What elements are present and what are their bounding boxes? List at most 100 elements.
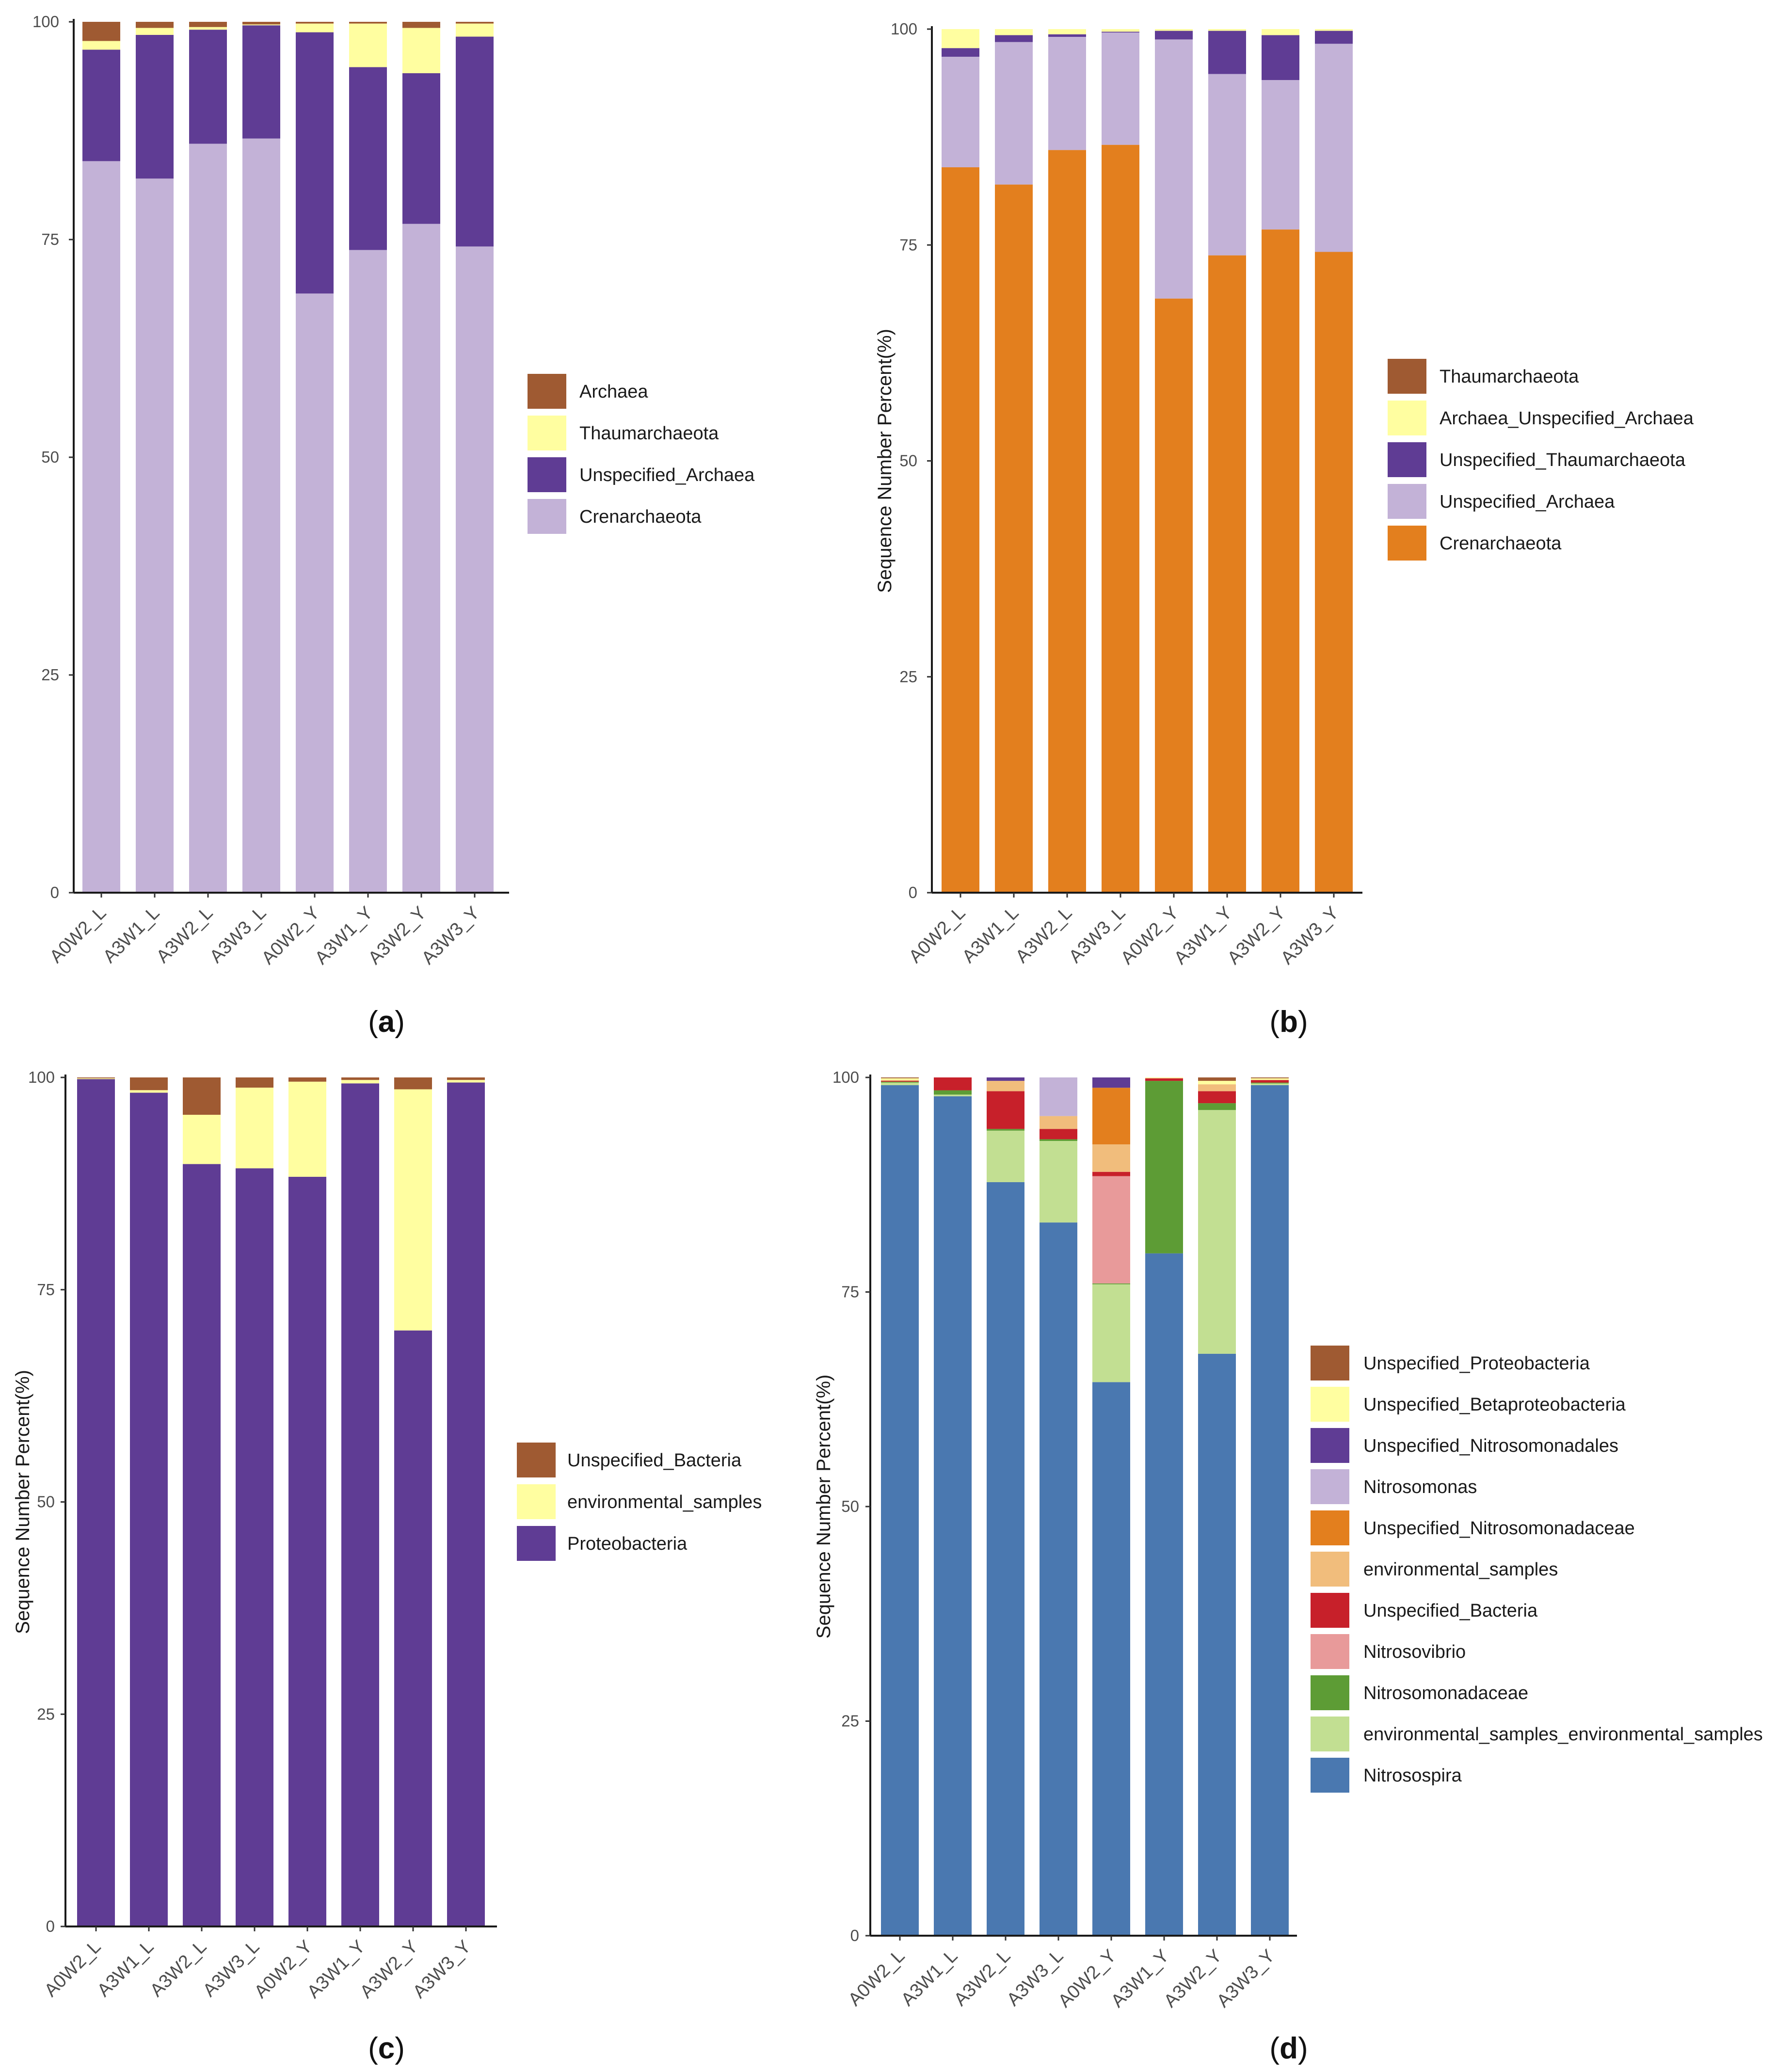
bar-b-A3W1_Y-Unspecified_Archaea <box>1208 74 1246 256</box>
legend-label: Archaea <box>579 382 648 402</box>
x-tick-label: A3W2_Y <box>1160 1946 1226 2012</box>
legend-label: environmental_samples_environmental_samp… <box>1363 1724 1763 1745</box>
bar-b-A3W2_Y-Crenarchaeota <box>1262 229 1299 893</box>
bar-c-A0W2_L-environmental_samples <box>77 1078 115 1079</box>
bar-d-A3W2_L-Unspecified_Bacteria <box>987 1091 1024 1129</box>
bar-b-A3W3_Y-Unspecified_Thaumarchaeota <box>1315 31 1353 44</box>
x-tick-label: A0W2_L <box>845 1946 909 2010</box>
y-tick-label: 75 <box>841 1283 859 1301</box>
y-tick-label: 50 <box>899 452 917 470</box>
chart-panel-b: 0255075100A0W2_LA3W1_LA3W2_LA3W3_LA0W2_Y… <box>874 20 1694 1039</box>
legend-swatch <box>1311 1510 1349 1545</box>
bar-d-A0W2_Y-Nitrosospira <box>1092 1382 1130 1936</box>
legend-swatch <box>528 499 566 534</box>
x-tick-label: A3W2_L <box>1012 903 1076 967</box>
y-tick-label: 0 <box>46 1917 55 1935</box>
bar-a-A0W2_Y-Archaea <box>296 22 334 24</box>
bar-c-A3W1_Y-environmental_samples <box>341 1080 379 1084</box>
y-tick-label: 75 <box>899 236 917 254</box>
y-tick-label: 25 <box>41 666 59 684</box>
bar-a-A3W2_Y-Crenarchaeota <box>402 224 440 893</box>
x-tick-label: A0W2_Y <box>258 903 324 969</box>
bar-c-A3W1_Y-Unspecified_Bacteria <box>341 1077 379 1080</box>
x-tick-label: A3W2_Y <box>365 903 431 969</box>
chart-panel-a: 0255075100A0W2_LA3W1_LA3W2_LA3W3_LA0W2_Y… <box>32 13 755 1039</box>
bar-b-A3W3_Y-Archaea_Unspecified_Archaea <box>1315 29 1353 31</box>
legend-label: Unspecified_Bacteria <box>1363 1601 1538 1621</box>
y-tick-label: 100 <box>28 1068 55 1086</box>
legend-label: Unspecified_Bacteria <box>567 1450 742 1471</box>
bar-d-A0W2_L-Nitrosomonadaceae <box>881 1081 919 1083</box>
legend-swatch <box>1311 1675 1349 1710</box>
bar-c-A3W1_Y-Proteobacteria <box>341 1083 379 1926</box>
panel-label-c: (c) <box>368 2032 405 2065</box>
legend-swatch <box>1311 1552 1349 1587</box>
bar-a-A3W2_L-Unspecified_Archaea <box>189 30 227 144</box>
legend-swatch <box>1388 359 1426 394</box>
bar-a-A3W1_L-Unspecified_Archaea <box>136 34 174 179</box>
x-tick-label: A3W1_L <box>959 903 1023 967</box>
bar-a-A3W3_Y-Crenarchaeota <box>456 246 494 893</box>
bar-a-A0W2_Y-Unspecified_Archaea <box>296 32 334 294</box>
y-tick-label: 0 <box>909 883 917 901</box>
bar-d-A0W2_Y-Nitrosovibrio <box>1092 1176 1130 1284</box>
legend-swatch <box>1311 1346 1349 1380</box>
x-tick-label: A3W1_L <box>94 1937 158 2001</box>
bar-d-A0W2_Y-environmental_samples_environmental_samples <box>1092 1284 1130 1382</box>
legend-swatch <box>528 457 566 492</box>
bar-b-A0W2_L-Crenarchaeota <box>942 167 979 893</box>
bar-b-A0W2_L-Unspecified_Archaea <box>942 56 979 167</box>
legend-swatch <box>1388 484 1426 519</box>
bar-a-A3W1_Y-Unspecified_Archaea <box>349 67 387 250</box>
bar-b-A0W2_Y-Unspecified_Archaea <box>1155 39 1193 299</box>
x-tick-label: A3W1_Y <box>1170 903 1236 969</box>
x-tick-label: A0W2_Y <box>1055 1946 1120 2012</box>
legend-label: Unspecified_Proteobacteria <box>1363 1353 1590 1374</box>
bar-a-A0W2_L-Crenarchaeota <box>82 161 120 893</box>
bar-b-A3W2_Y-Unspecified_Archaea <box>1262 80 1299 230</box>
legend-label: Unspecified_Betaproteobacteria <box>1363 1395 1626 1415</box>
legend-c: Unspecified_Bacteria environmental_sample… <box>517 1443 762 1561</box>
x-tick-label: A3W1_Y <box>1107 1946 1173 2012</box>
bar-b-A3W1_L-Unspecified_Thaumarchaeota <box>995 35 1033 42</box>
bar-a-A0W2_L-Thaumarchaeota <box>82 41 120 50</box>
y-axis-title: Sequence Number Percent(%) <box>874 329 896 593</box>
bar-d-A3W1_L-environmental_samples_environmental_samples <box>934 1094 972 1096</box>
bar-a-A3W2_Y-Archaea <box>402 22 440 28</box>
bar-c-A3W3_Y-Unspecified_Bacteria <box>447 1077 485 1080</box>
legend-swatch <box>1388 401 1426 435</box>
bar-d-A3W3_Y-Nitrosomonadaceae <box>1251 1082 1289 1084</box>
bar-d-A3W2_Y-Nitrosomonadaceae <box>1198 1103 1236 1110</box>
y-axis-title: Sequence Number Percent(%) <box>12 1370 33 1634</box>
x-tick-label: A3W2_L <box>950 1946 1015 2010</box>
bar-a-A3W2_Y-Unspecified_Archaea <box>402 73 440 224</box>
y-tick-label: 50 <box>841 1497 859 1515</box>
bar-d-A3W2_L-Nitrosomonadaceae <box>987 1129 1024 1131</box>
legend-label: Unspecified_Nitrosomonadaceae <box>1363 1518 1635 1539</box>
bar-d-A3W2_L-environmental_samples_environmental_samples <box>987 1130 1024 1182</box>
bar-d-A3W2_Y-Nitrosospira <box>1198 1353 1236 1936</box>
bar-b-A0W2_L-Unspecified_Thaumarchaeota <box>942 48 979 57</box>
bar-d-A3W3_Y-environmental_samples_environmental_samples <box>1251 1083 1289 1085</box>
bar-c-A3W3_L-Proteobacteria <box>236 1168 273 1926</box>
bar-d-A3W1_Y-Nitrosomonadaceae <box>1145 1081 1183 1253</box>
bar-b-A3W2_L-Crenarchaeota <box>1048 150 1086 893</box>
x-tick-label: A3W1_Y <box>311 903 377 969</box>
legend-label: Archaea_Unspecified_Archaea <box>1440 408 1694 429</box>
bar-c-A3W2_Y-Proteobacteria <box>394 1330 432 1926</box>
bar-b-A0W2_L-Archaea_Unspecified_Archaea <box>942 29 979 48</box>
bar-a-A0W2_Y-Thaumarchaeota <box>296 23 334 32</box>
bar-d-A3W1_Y-Nitrosospira <box>1145 1253 1183 1936</box>
chart-panel-c: 0255075100A0W2_LA3W1_LA3W2_LA3W3_LA0W2_Y… <box>12 1068 762 2065</box>
bar-c-A3W3_L-environmental_samples <box>236 1088 273 1169</box>
bar-d-A3W2_Y-Unspecified_Betaproteobacteria <box>1198 1081 1236 1085</box>
legend-b: Thaumarchaeota Archaea_Unspecified_Archae… <box>1388 359 1694 561</box>
x-tick-label: A0W2_L <box>46 903 111 967</box>
bar-c-A3W2_Y-Unspecified_Bacteria <box>394 1077 432 1090</box>
bar-b-A3W3_Y-Crenarchaeota <box>1315 252 1353 893</box>
bar-b-A0W2_Y-Crenarchaeota <box>1155 298 1193 893</box>
x-tick-label: A0W2_Y <box>1117 903 1183 969</box>
legend-swatch <box>1311 1634 1349 1669</box>
bar-c-A3W3_Y-Proteobacteria <box>447 1082 485 1926</box>
bar-d-A3W2_L-environmental_samples <box>987 1081 1024 1091</box>
